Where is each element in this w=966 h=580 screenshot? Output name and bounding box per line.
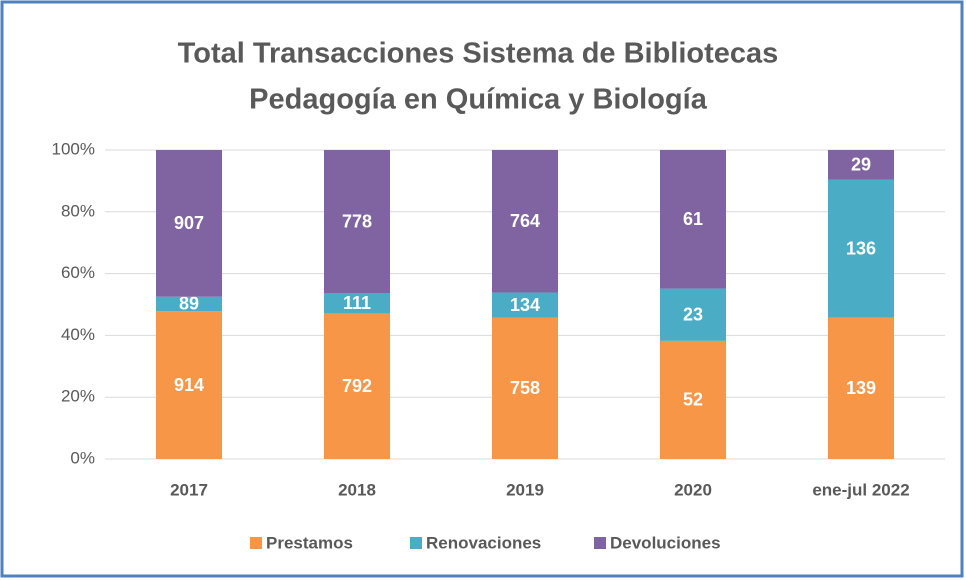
x-tick-label: ene-jul 2022 [812,480,909,499]
x-tick-label: 2017 [170,480,208,499]
y-tick-label: 60% [61,263,95,282]
data-label: 29 [851,154,871,174]
data-label: 61 [683,209,703,229]
x-tick-label: 2019 [506,480,544,499]
data-label: 136 [846,238,876,258]
legend-swatch [410,537,422,549]
legend-label: Prestamos [266,533,353,552]
data-label: 89 [179,294,199,314]
bar-segment [828,150,894,180]
legend-label: Devoluciones [610,533,721,552]
bar-segment [156,296,222,312]
y-tick-label: 100% [52,139,95,158]
data-label: 139 [846,378,876,398]
data-label: 778 [342,211,372,231]
bar-segment [660,340,726,459]
data-label: 23 [683,304,703,324]
bar-segment [324,293,390,314]
data-label: 764 [510,211,540,231]
data-label: 134 [510,295,540,315]
bar-segment [492,150,558,293]
data-label: 758 [510,378,540,398]
bar-segment [492,292,558,318]
data-label: 792 [342,376,372,396]
bar-segment [828,317,894,459]
y-tick-label: 40% [61,325,95,344]
x-tick-label: 2018 [338,480,376,499]
chart-title: Total Transacciones Sistema de Bibliotec… [178,38,779,70]
legend-label: Renovaciones [426,533,541,552]
bar-segment [660,288,726,341]
x-tick-label: 2020 [674,480,712,499]
y-tick-label: 80% [61,201,95,220]
data-label: 52 [683,390,703,410]
data-label: 907 [174,213,204,233]
data-label: 914 [174,375,204,395]
bar-segment [156,150,222,297]
bar-segment [828,179,894,318]
legend-swatch [250,537,262,549]
y-tick-label: 0% [70,448,95,467]
bar-segment [324,150,390,294]
bar-segment [156,311,222,459]
bar-segment [660,150,726,289]
bar-segment [492,317,558,459]
data-label: 111 [343,293,371,313]
bar-segment [324,313,390,459]
legend-swatch [594,537,606,549]
chart-title: Pedagogía en Química y Biología [249,84,708,116]
y-tick-label: 20% [61,387,95,406]
